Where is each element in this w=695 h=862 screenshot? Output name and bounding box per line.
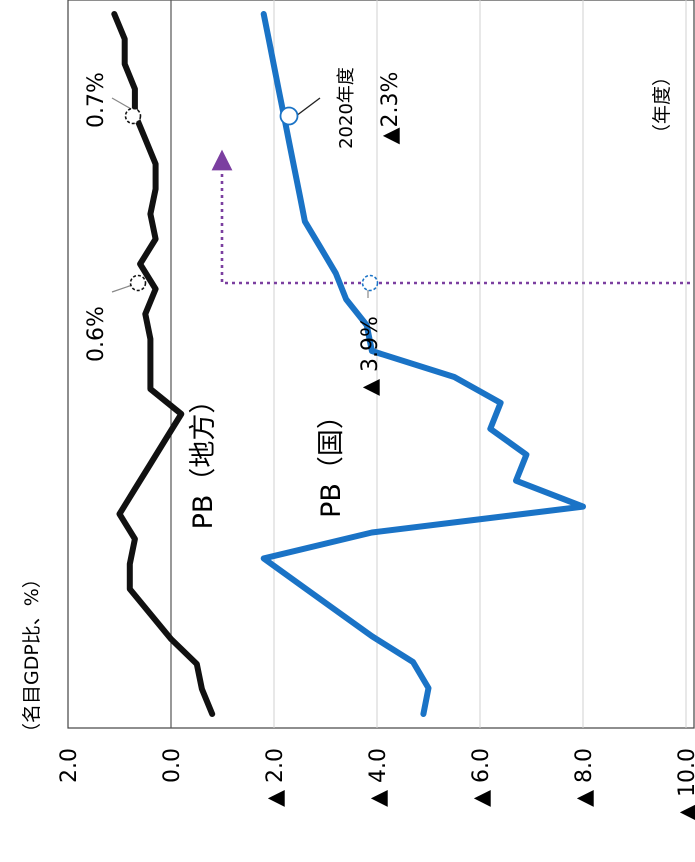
leader-national-latest (295, 97, 321, 117)
grid (170, 0, 687, 728)
plot-frame (67, 0, 695, 729)
series-line-national (260, 11, 586, 717)
tick-label: ▲ 2.0 (263, 748, 288, 807)
tick-label: 0.0 (160, 748, 185, 783)
point-national-latest (279, 106, 299, 126)
tick-label: ▲ 8.0 (572, 748, 597, 807)
series-label-national: PB（国） (316, 402, 347, 518)
series-line-local (111, 11, 216, 717)
tick-label: ▲ 10.0 (675, 748, 695, 821)
annotation-local-latest: 0.7% (84, 72, 109, 128)
tick-label: 2.0 (57, 748, 82, 783)
tick-label: ▲ 6.0 (469, 748, 494, 807)
x-axis-label: （年度） (651, 67, 673, 143)
unit-label: （名目GDP比、%） (21, 569, 43, 742)
tick-labels: 2.0 0.0 ▲ 2.0 ▲ 4.0 ▲ 6.0 ▲ 8.0 ▲ 10.0 (57, 748, 695, 821)
series-group (111, 11, 586, 717)
point-local-2020 (129, 274, 147, 292)
annotation-national-latest-year: 2020年度 (336, 67, 357, 149)
annotation-national-latest-value: ▲2.3% (378, 72, 403, 145)
annotation-national-2020: ▲ 3.9% (358, 316, 383, 396)
series-label-local: PB（地方） (188, 387, 219, 530)
point-national-2020 (361, 274, 379, 292)
annotation-local-2020: 0.6% (84, 306, 109, 362)
leader-local-latest (111, 97, 134, 111)
year-2020-marker-line (211, 149, 690, 285)
point-local-latest (124, 107, 142, 125)
tick-label: ▲ 4.0 (366, 748, 391, 807)
